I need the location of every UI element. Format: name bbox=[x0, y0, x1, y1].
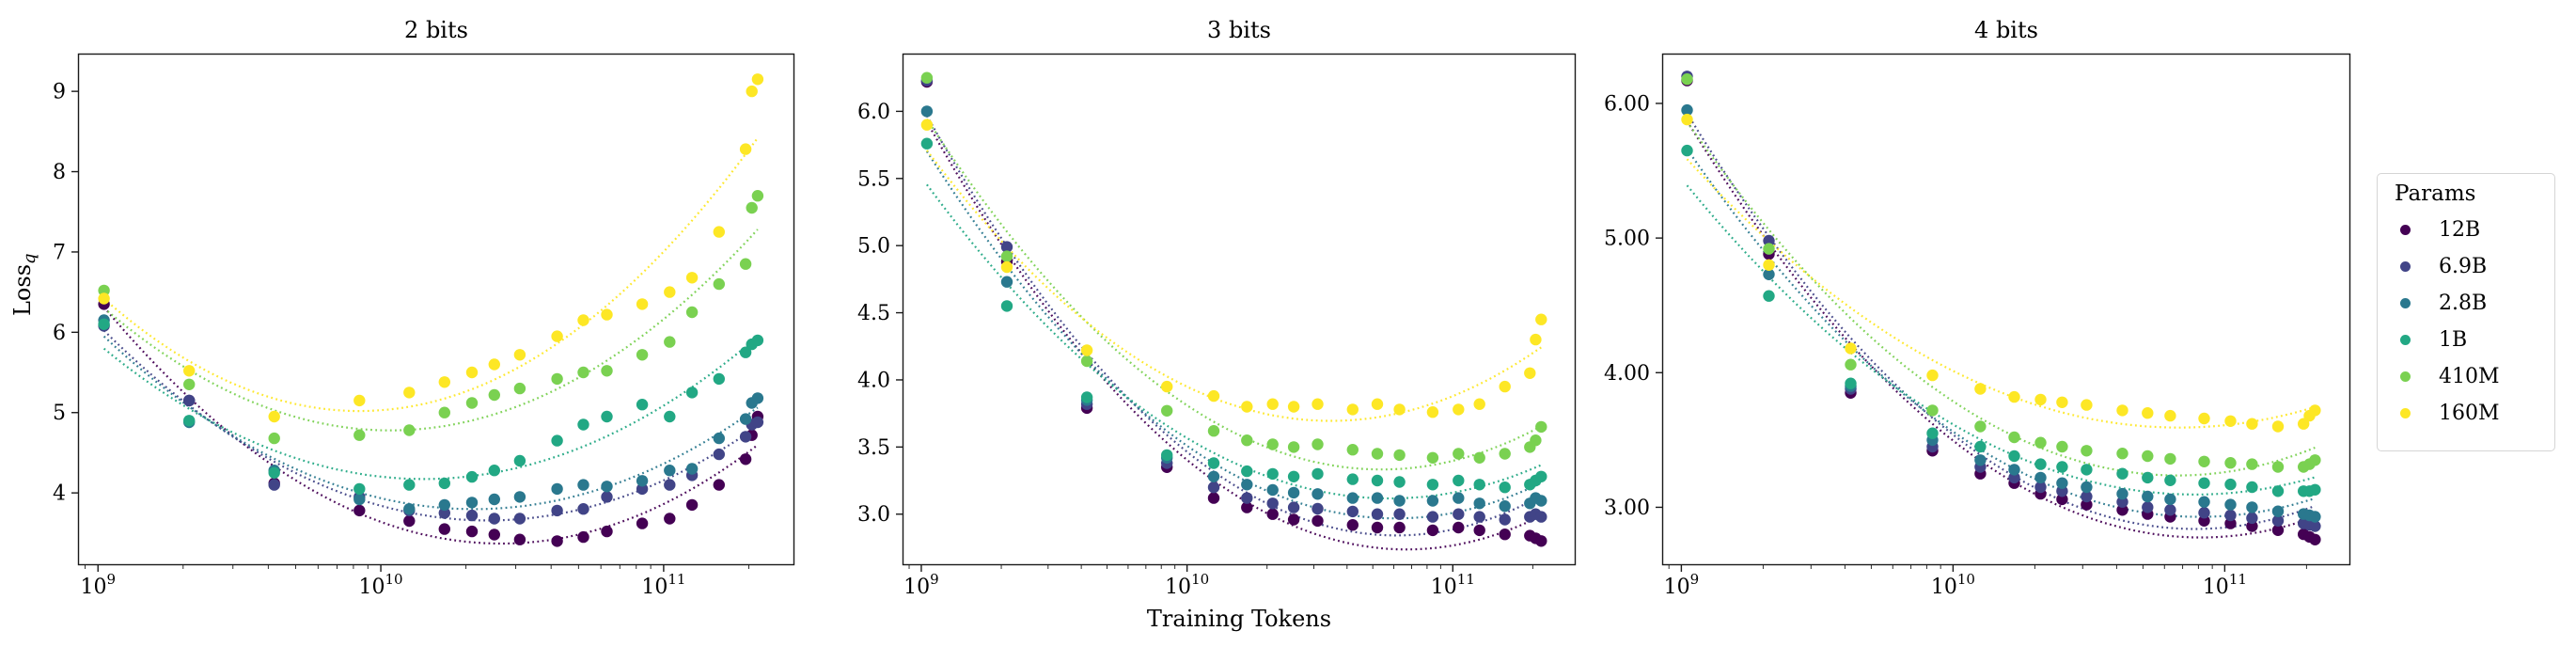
svg-text:4.00: 4.00 bbox=[1604, 362, 1650, 386]
series-dot-410m bbox=[2400, 371, 2411, 382]
scatter-plot-4bits: 109 1010 1011 3.00 4.00 5.00 6.00 bbox=[1604, 53, 2351, 599]
svg-text:1010: 1010 bbox=[1931, 571, 1975, 599]
series-dot-2-8b bbox=[2400, 298, 2411, 308]
svg-text:3.00: 3.00 bbox=[1604, 497, 1650, 520]
svg-text:5.5: 5.5 bbox=[857, 167, 890, 191]
y-axis-label-subscript: q bbox=[20, 253, 39, 264]
series-dot-1b bbox=[2400, 335, 2411, 345]
svg-text:109: 109 bbox=[903, 571, 939, 599]
legend-entry: 2.8B bbox=[2391, 285, 2545, 322]
svg-text:1011: 1011 bbox=[641, 571, 685, 599]
scatter-plot-3bits: 109 1010 1011 3.0 3.5 4.0 4.5 5.0 5.5 6.0 bbox=[857, 53, 1577, 599]
svg-text:109: 109 bbox=[80, 571, 116, 599]
svg-text:4.0: 4.0 bbox=[857, 369, 890, 392]
svg-text:4.5: 4.5 bbox=[857, 302, 890, 325]
svg-text:6.0: 6.0 bbox=[857, 101, 890, 124]
legend-label-12b: 12B bbox=[2439, 218, 2481, 242]
legend-label-6-9b: 6.9B bbox=[2439, 255, 2488, 278]
panel-title-3bits: 3 bits bbox=[1207, 17, 1271, 43]
svg-text:7: 7 bbox=[53, 241, 66, 264]
legend-label-1b: 1B bbox=[2439, 328, 2468, 352]
svg-text:1010: 1010 bbox=[1165, 571, 1209, 599]
svg-text:8: 8 bbox=[53, 161, 66, 184]
legend-title: Params bbox=[2395, 181, 2476, 206]
legend-entry: 160M bbox=[2391, 395, 2545, 432]
svg-text:5.00: 5.00 bbox=[1604, 228, 1650, 251]
svg-text:5: 5 bbox=[53, 402, 66, 425]
svg-text:9: 9 bbox=[53, 81, 66, 104]
svg-text:109: 109 bbox=[1664, 571, 1700, 599]
x-axis-label: Training Tokens bbox=[1146, 606, 1332, 632]
scatter-plot-2bits: 109 1010 1011 4 5 6 7 8 9 bbox=[53, 53, 795, 599]
legend-label-410m: 410M bbox=[2439, 365, 2500, 388]
y-axis-label: Lossq bbox=[9, 253, 39, 316]
legend-entry: 1B bbox=[2391, 322, 2545, 358]
svg-text:1011: 1011 bbox=[1431, 571, 1475, 599]
svg-text:1010: 1010 bbox=[359, 571, 403, 599]
panel-title-4bits: 4 bits bbox=[1974, 17, 2038, 43]
svg-text:6: 6 bbox=[53, 322, 66, 345]
series-dot-6-9b bbox=[2400, 261, 2411, 272]
legend: Params 12B 6.9B 2.8B 1B 410M 160M bbox=[2377, 173, 2555, 451]
series-dot-12b bbox=[2400, 225, 2411, 235]
legend-label-2-8b: 2.8B bbox=[2439, 292, 2488, 315]
panel-title-2bits: 2 bits bbox=[404, 17, 468, 43]
legend-label-160m: 160M bbox=[2439, 402, 2500, 425]
svg-text:5.0: 5.0 bbox=[857, 235, 890, 259]
svg-text:3.5: 3.5 bbox=[857, 436, 890, 460]
legend-entry: 6.9B bbox=[2391, 248, 2545, 285]
y-axis-label-text: Loss bbox=[9, 263, 36, 316]
legend-entry: 410M bbox=[2391, 358, 2545, 395]
svg-text:4: 4 bbox=[53, 482, 66, 506]
series-dot-160m bbox=[2400, 408, 2411, 418]
svg-text:6.00: 6.00 bbox=[1604, 92, 1650, 116]
svg-text:3.0: 3.0 bbox=[857, 503, 890, 527]
legend-entry: 12B bbox=[2391, 212, 2545, 248]
svg-text:1011: 1011 bbox=[2203, 571, 2247, 599]
